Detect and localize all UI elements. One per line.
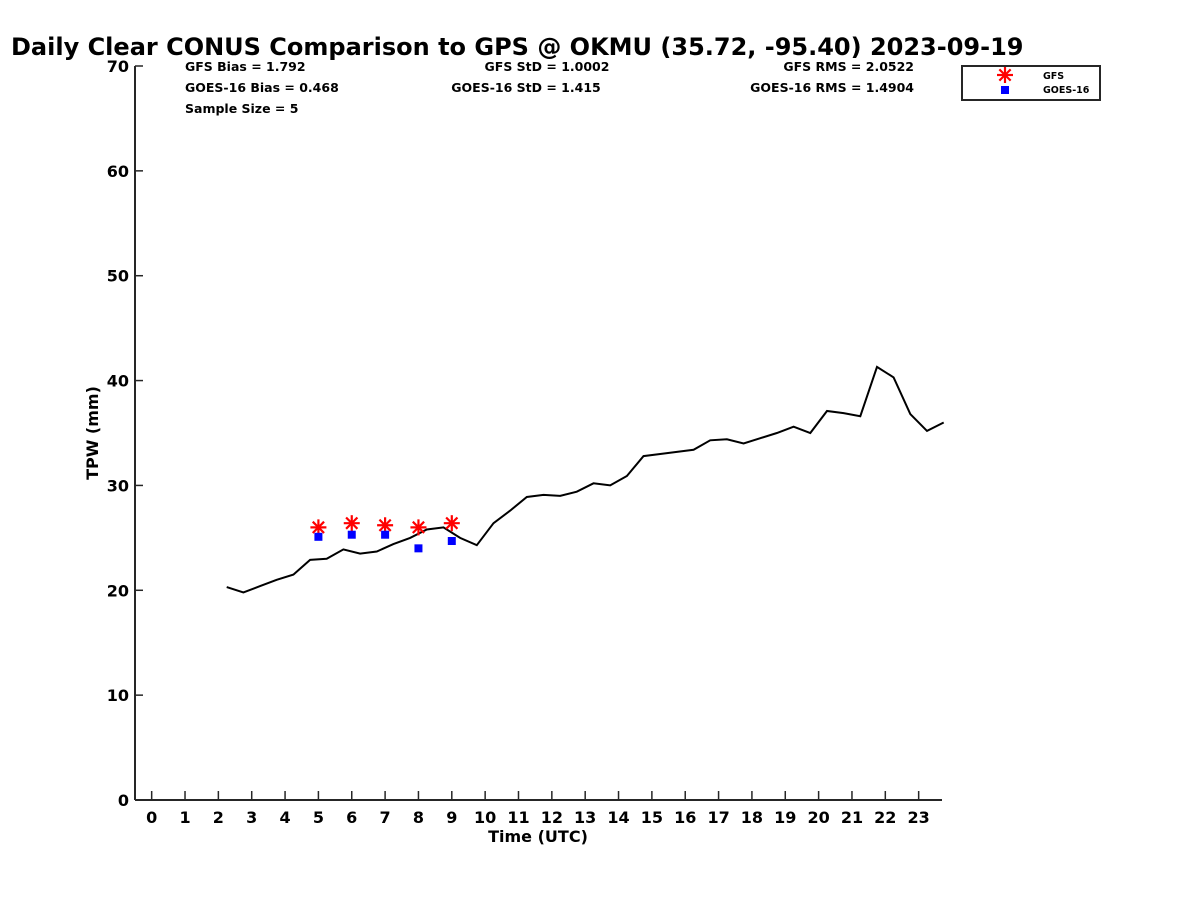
legend-gfs-asterisk-stroke — [997, 67, 1013, 83]
x-tick-label: 13 — [574, 808, 596, 827]
legend-goes-label: GOES-16 — [1043, 85, 1090, 96]
x-tick-label: 16 — [674, 808, 696, 827]
x-tick-label: 6 — [346, 808, 357, 827]
x-tick-label: 7 — [380, 808, 391, 827]
axes-frame — [134, 66, 942, 801]
y-tick-label: 0 — [118, 791, 129, 810]
sample-size-text: Sample Size = 5 — [185, 101, 298, 116]
goes-std-text: GOES-16 StD = 1.415 — [451, 80, 600, 95]
y-tick-label: 40 — [107, 372, 129, 391]
y-tick-label: 10 — [107, 686, 129, 705]
x-tick-label: 5 — [313, 808, 324, 827]
x-tick-label: 3 — [246, 808, 257, 827]
x-tick-label: 4 — [279, 808, 290, 827]
y-axis-label: TPW (mm) — [83, 386, 102, 480]
goes16-point — [347, 530, 356, 539]
gps-tpw-line — [226, 365, 945, 594]
y-ticks: 0 10 20 30 40 50 60 70 — [107, 57, 143, 810]
x-tick-label: 2 — [213, 808, 224, 827]
gfs-std-text: GFS StD = 1.0002 — [485, 59, 610, 74]
x-tick-label: 8 — [413, 808, 424, 827]
x-tick-label: 15 — [641, 808, 663, 827]
legend-gfs-asterisk-icon — [997, 67, 1013, 83]
gfs-rms-text: GFS RMS = 2.0522 — [783, 59, 914, 74]
goes16-point — [447, 537, 456, 546]
legend: GFS GOES-16 — [961, 65, 1101, 101]
goes16-point — [314, 532, 323, 541]
series-layer — [226, 365, 945, 594]
x-tick-label: 0 — [146, 808, 157, 827]
x-tick-label: 21 — [841, 808, 863, 827]
x-tick-label: 12 — [541, 808, 563, 827]
legend-box — [961, 65, 1101, 101]
x-tick-label: 19 — [774, 808, 796, 827]
x-ticks: 0 1 2 3 4 5 6 7 8 9 10 11 12 13 14 15 16 17 18 19 20 21 22 23 — [146, 791, 930, 827]
x-axis-label: Time (UTC) — [488, 827, 588, 846]
legend-goes-square-icon — [1001, 86, 1009, 94]
goes16-point — [414, 544, 423, 553]
gfs-point — [443, 515, 460, 532]
x-tick-label: 20 — [807, 808, 829, 827]
y-tick-label: 70 — [107, 57, 129, 76]
gfs-point — [310, 519, 327, 536]
goes-rms-text: GOES-16 RMS = 1.4904 — [750, 80, 914, 95]
x-tick-label: 14 — [607, 808, 629, 827]
x-tick-label: 22 — [874, 808, 896, 827]
x-tick-label: 9 — [446, 808, 457, 827]
x-tick-label: 17 — [707, 808, 729, 827]
y-tick-label: 30 — [107, 476, 129, 495]
x-tick-label: 10 — [474, 808, 496, 827]
x-tick-label: 23 — [908, 808, 930, 827]
y-tick-label: 50 — [107, 267, 129, 286]
goes-bias-text: GOES-16 Bias = 0.468 — [185, 80, 339, 95]
legend-gfs-label: GFS — [1043, 71, 1064, 82]
x-tick-label: 1 — [179, 808, 190, 827]
y-tick-label: 60 — [107, 162, 129, 181]
gfs-point — [377, 517, 394, 534]
x-tick-label: 18 — [741, 808, 763, 827]
y-tick-label: 20 — [107, 581, 129, 600]
stats-panel: GFS Bias = 1.792 GOES-16 Bias = 0.468 Sa… — [185, 59, 914, 116]
gfs-point — [410, 519, 427, 536]
chart-title: Daily Clear CONUS Comparison to GPS @ OK… — [11, 33, 1023, 61]
gfs-point — [343, 515, 360, 532]
goes16-point — [381, 530, 390, 539]
x-tick-label: 11 — [507, 808, 529, 827]
gfs-bias-text: GFS Bias = 1.792 — [185, 59, 306, 74]
